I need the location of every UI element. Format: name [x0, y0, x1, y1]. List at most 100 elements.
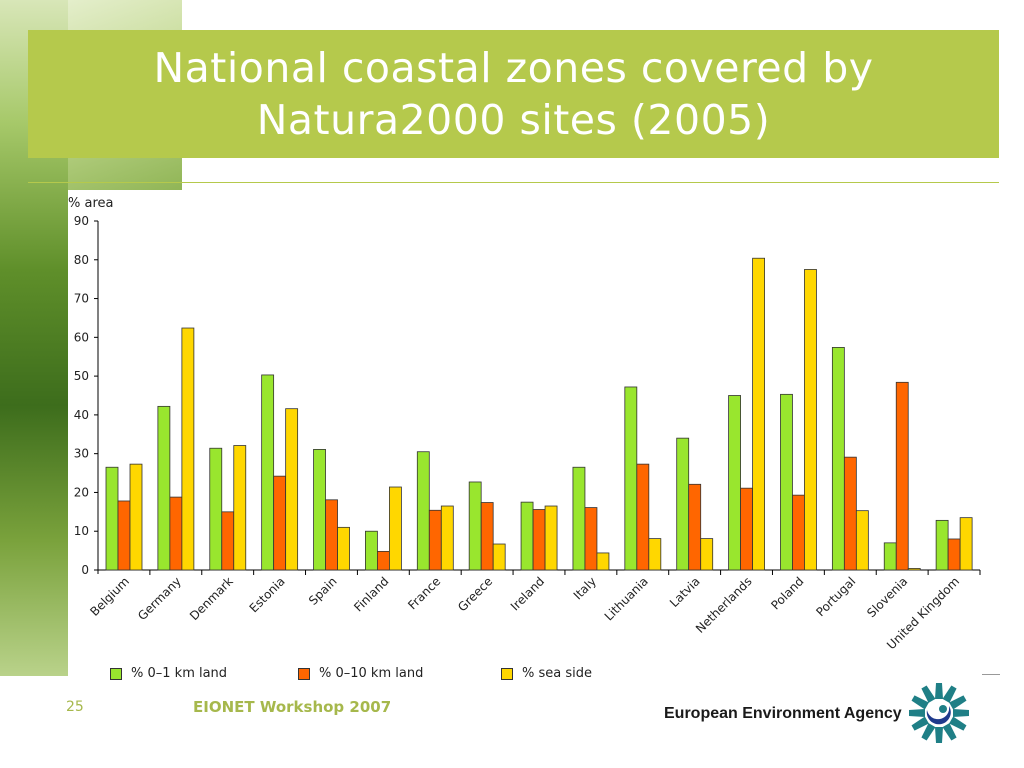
bar-estonia-s2	[285, 408, 299, 571]
bar-chart: % area 0 10 20 30 40 50 60 70 80 90 Belgium Germany D…	[68, 196, 981, 652]
bar-lithuania-s1	[636, 463, 650, 571]
logo-ray	[949, 716, 967, 731]
y-tick-label: 70	[74, 292, 89, 306]
y-tick-label: 30	[74, 447, 89, 461]
logo-ray	[921, 685, 936, 703]
bar-spain-s0	[313, 449, 326, 571]
bar-slovenia-s2	[907, 568, 921, 571]
bar-finland-s2	[389, 486, 402, 571]
legend-label: % 0–10 km land	[319, 666, 424, 681]
logo-ray	[921, 723, 936, 741]
legend-item-sea-side: % sea side	[501, 666, 592, 681]
bar-italy-s1	[584, 507, 598, 571]
x-tick-label: Poland	[768, 574, 806, 612]
x-tick-label: Germany	[135, 574, 184, 623]
legend-item-0-10km-land: % 0–10 km land	[298, 666, 423, 681]
agency-name: European Environment Agency	[664, 705, 902, 722]
bar-poland-s0	[780, 393, 793, 571]
bar-portugal-s0	[831, 347, 845, 571]
x-tick-label: Finland	[351, 574, 391, 614]
bar-belgium-s1	[117, 500, 131, 571]
bar-finland-s0	[365, 530, 378, 571]
title-divider	[28, 182, 999, 183]
y-tick-label: 50	[74, 369, 89, 383]
bar-germany-s0	[157, 405, 171, 571]
legend-swatch	[110, 667, 122, 680]
logo-ray	[935, 683, 943, 699]
x-tick-label: Slovenia	[864, 574, 910, 620]
legend-item-0-1km-land: % 0–1 km land	[110, 666, 227, 681]
bar-lithuania-s2	[648, 538, 662, 571]
title-banner: National coastal zones covered by Natura…	[28, 30, 999, 158]
eea-logo-icon	[909, 683, 969, 743]
bar-greece-s2	[492, 543, 506, 571]
bar-slovenia-s0	[883, 542, 897, 571]
logo-ray	[942, 685, 957, 703]
x-tick-label: France	[405, 574, 443, 612]
bar-united-kingdom-s2	[959, 517, 973, 571]
bar-italy-s2	[596, 552, 610, 571]
bar-ireland-s1	[532, 509, 546, 571]
slide-title: National coastal zones covered by Natura…	[153, 44, 874, 144]
logo-ray	[911, 695, 929, 710]
bar-denmark-s1	[221, 511, 235, 571]
bar-poland-s1	[792, 494, 805, 571]
bar-slovenia-s1	[895, 381, 909, 571]
logo-ray	[953, 709, 969, 717]
y-tick-label: 20	[74, 485, 89, 499]
bar-estonia-s1	[273, 475, 287, 571]
bar-netherlands-s1	[740, 487, 753, 571]
footer-divider	[982, 674, 1000, 675]
logo-ray	[911, 716, 929, 731]
logo-ray	[909, 709, 925, 717]
bar-belgium-s0	[105, 466, 119, 571]
bar-france-s2	[440, 505, 454, 571]
bar-portugal-s1	[843, 456, 857, 571]
y-tick-label: 60	[74, 330, 89, 344]
bar-netherlands-s2	[752, 257, 765, 571]
y-tick-label: 40	[74, 408, 89, 422]
y-tick-label: 90	[74, 214, 89, 228]
bar-spain-s1	[325, 499, 338, 571]
y-tick-label: 0	[81, 563, 89, 577]
bar-united-kingdom-s0	[935, 519, 949, 571]
x-tick-label: Italy	[571, 574, 599, 602]
bar-greece-s0	[468, 481, 482, 571]
logo-ray	[935, 727, 943, 743]
bar-greece-s1	[480, 502, 494, 571]
bar-portugal-s2	[855, 510, 869, 571]
bar-germany-s1	[169, 496, 183, 571]
y-axis-label: % area	[68, 196, 113, 211]
bar-france-s1	[428, 509, 442, 571]
x-tick-label: Spain	[306, 574, 340, 608]
y-tick-label: 10	[74, 524, 89, 538]
legend-swatch	[298, 667, 310, 680]
x-tick-label: Greece	[455, 574, 495, 614]
bar-finland-s1	[377, 550, 390, 571]
bar-ireland-s0	[520, 501, 534, 571]
legend-label: % sea side	[522, 666, 592, 681]
bar-estonia-s0	[261, 374, 275, 571]
bar-united-kingdom-s1	[947, 538, 961, 571]
bar-france-s0	[416, 451, 430, 571]
logo-ray	[942, 723, 957, 741]
bar-netherlands-s0	[728, 395, 741, 571]
bar-lithuania-s0	[624, 386, 638, 571]
bar-belgium-s2	[129, 463, 143, 571]
bar-spain-s2	[337, 526, 350, 571]
x-tick-label: Belgium	[87, 574, 132, 619]
x-tick-label: Estonia	[247, 574, 288, 615]
x-tick-label: Latvia	[667, 574, 703, 610]
bar-poland-s2	[804, 269, 817, 571]
bar-latvia-s2	[700, 538, 714, 571]
logo-ray	[949, 695, 967, 710]
bar-denmark-s0	[209, 447, 223, 571]
legend-swatch	[501, 667, 513, 680]
x-tick-label: Netherlands	[693, 574, 755, 636]
x-tick-label: Lithuania	[602, 574, 651, 623]
legend-label: % 0–1 km land	[131, 666, 228, 681]
x-tick-label: Ireland	[508, 574, 547, 613]
bar-denmark-s2	[233, 445, 247, 571]
page-number: 25	[66, 699, 84, 715]
bar-latvia-s0	[676, 437, 690, 571]
